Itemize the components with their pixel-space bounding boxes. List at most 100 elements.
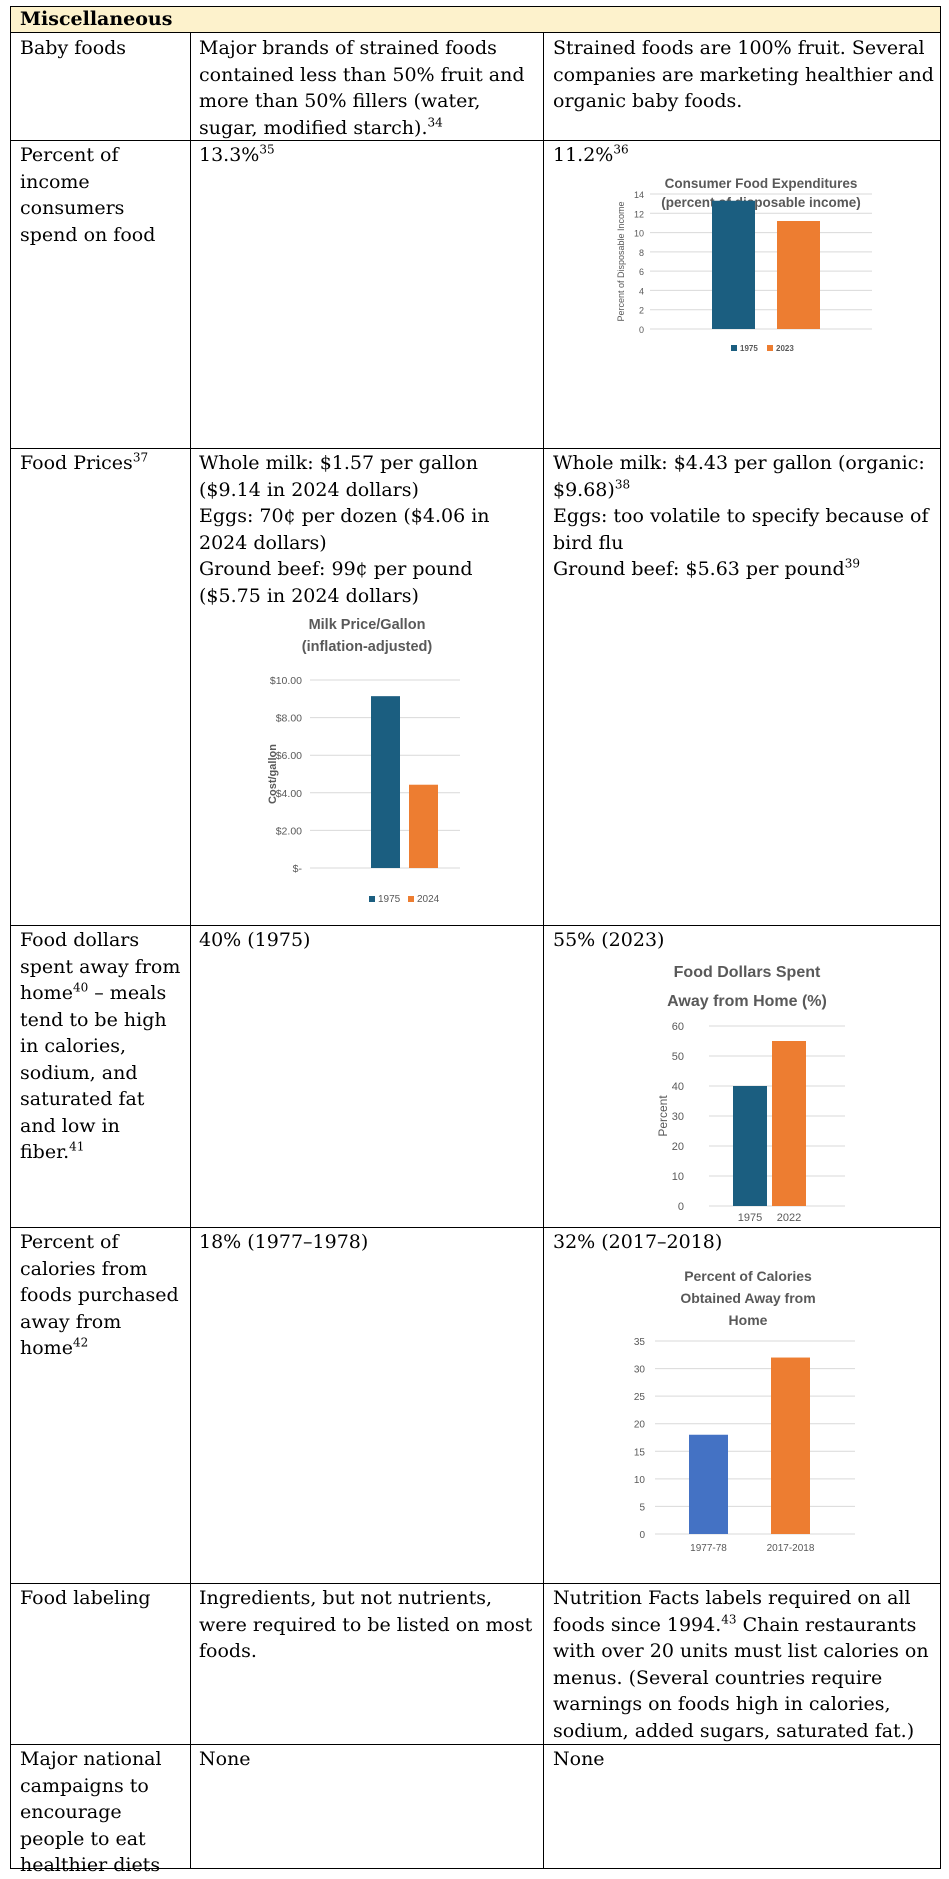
y-tick-label: $8.00 (276, 713, 302, 725)
y-tick-label: 50 (672, 1051, 684, 1063)
food-dollars-away-today: 55% (2023) (553, 929, 665, 951)
campaigns-1975: None (199, 1748, 251, 1770)
baby-foods-today: Strained foods are 100% fruit. Several c… (553, 37, 934, 112)
legend-swatch (767, 345, 773, 351)
food-labeling-today: Nutrition Facts labels required on all f… (553, 1587, 929, 1742)
row-divider (10, 1744, 941, 1745)
calories-away-1977: 18% (1977–1978) (199, 1231, 369, 1253)
chart-title: Obtained Away from (680, 1290, 815, 1306)
section-title: Miscellaneous (20, 8, 173, 30)
y-tick-label: 5 (639, 1502, 645, 1513)
column-divider (190, 33, 191, 1869)
y-tick-label: 0 (639, 325, 644, 335)
column-divider (543, 33, 544, 1869)
legend-label: 2024 (417, 894, 440, 905)
y-tick-label: 4 (639, 286, 644, 296)
y-tick-label: 2 (639, 306, 644, 316)
y-tick-label: $10.00 (270, 675, 302, 687)
y-tick-label: $4.00 (276, 788, 302, 800)
row-divider (10, 1227, 941, 1228)
bar (371, 696, 400, 868)
legend-swatch (731, 345, 737, 351)
section-header: Miscellaneous (10, 6, 940, 33)
row-divider (10, 925, 941, 926)
table-border-left (10, 6, 11, 1869)
chart-title: Food Dollars Spent (674, 964, 821, 981)
y-tick-label: 35 (634, 1337, 646, 1348)
y-tick-label: 30 (634, 1365, 646, 1376)
legend-label: 1975 (378, 894, 401, 905)
y-tick-label: 20 (634, 1420, 646, 1431)
food-prices-1975: Whole milk: $1.57 per gallon ($9.14 in 2… (199, 452, 490, 607)
x-tick-label: 2022 (777, 1212, 801, 1223)
milk-price-chart: Milk Price/Gallon (inflation-adjusted) $- $… (267, 617, 460, 905)
row-label-food-dollars-away: Food dollars spent away from home40 – me… (20, 929, 181, 1163)
bar (771, 1357, 810, 1534)
legend-swatch (408, 896, 414, 902)
row-label-campaigns: Major national campaigns to encourage pe… (20, 1748, 162, 1876)
y-axis-label: Cost/gallon (267, 744, 279, 804)
bar (772, 1041, 806, 1206)
y-axis-label: Percent (656, 1095, 670, 1137)
row-divider (10, 1583, 941, 1584)
legend-label: 1975 (740, 344, 758, 353)
food-dollars-away-1975: 40% (1975) (199, 929, 311, 951)
bar (689, 1434, 728, 1534)
income-on-food-1975: 13.3%35 (199, 142, 275, 166)
y-tick-label: 8 (639, 248, 644, 258)
y-axis-label: Percent of Disposable Income (616, 201, 626, 321)
row-label-calories-away: Percent of calories from foods purchased… (20, 1231, 179, 1359)
chart-title: Home (729, 1312, 768, 1328)
table-border-bottom (10, 1868, 941, 1869)
y-tick-label: 60 (672, 1021, 684, 1033)
y-tick-label: 6 (639, 267, 644, 277)
row-label-income-on-food: Percent of income consumers spend on foo… (20, 144, 156, 246)
y-tick-label: $2.00 (276, 825, 302, 837)
chart-title: Away from Home (%) (667, 993, 827, 1010)
row-label-baby-foods: Baby foods (20, 37, 127, 59)
bar (733, 1086, 767, 1206)
y-tick-label: 15 (634, 1447, 646, 1458)
food-expenditures-chart: Consumer Food Expenditures (percent of di… (616, 176, 872, 353)
food-dollars-away-chart: Food Dollars Spent Away from Home (%) 0 10 2… (656, 964, 845, 1223)
baby-foods-1975: Major brands of strained foods contained… (199, 37, 525, 139)
chart-title: Milk Price/Gallon (309, 617, 426, 633)
bar (777, 221, 820, 329)
calories-away-chart: Percent of Calories Obtained Away from Hom… (634, 1268, 855, 1554)
income-on-food-today: 11.2%36 (553, 142, 629, 166)
y-tick-label: 20 (672, 1141, 684, 1153)
y-tick-label: 0 (639, 1530, 645, 1541)
chart-title: Consumer Food Expenditures (665, 176, 858, 191)
y-tick-label: 10 (634, 1475, 646, 1486)
y-tick-label: 25 (634, 1392, 646, 1403)
row-divider (10, 448, 941, 449)
table-border-top (10, 6, 941, 7)
y-tick-label: 12 (634, 209, 644, 219)
y-tick-label: $6.00 (276, 750, 302, 762)
y-tick-label: 40 (672, 1081, 684, 1093)
calories-away-2017: 32% (2017–2018) (553, 1231, 723, 1253)
y-tick-label: 0 (678, 1201, 684, 1213)
legend-swatch (369, 896, 375, 902)
bar (409, 784, 438, 868)
row-label-food-prices: Food Prices37 (20, 450, 149, 474)
y-tick-label: 30 (672, 1111, 684, 1123)
campaigns-today: None (553, 1748, 605, 1770)
food-prices-today: Whole milk: $4.43 per gallon (organic: $… (553, 452, 929, 580)
food-labeling-1975: Ingredients, but not nutrients, were req… (199, 1587, 533, 1662)
table-border-right (940, 6, 941, 1869)
x-tick-label: 1975 (738, 1212, 762, 1223)
chart-title: (percent of disposable income) (661, 195, 861, 210)
x-tick-label: 2017-2018 (767, 1543, 815, 1554)
x-tick-label: 1977-78 (690, 1543, 727, 1554)
row-label-food-labeling: Food labeling (20, 1587, 151, 1609)
chart-title: Percent of Calories (684, 1268, 812, 1284)
chart-title: (inflation-adjusted) (302, 639, 433, 655)
y-tick-label: 10 (634, 229, 644, 239)
row-divider (10, 140, 941, 141)
bar (712, 200, 755, 329)
y-tick-label: 14 (634, 190, 644, 200)
y-tick-label: $- (293, 863, 303, 875)
y-tick-label: 10 (672, 1171, 684, 1183)
